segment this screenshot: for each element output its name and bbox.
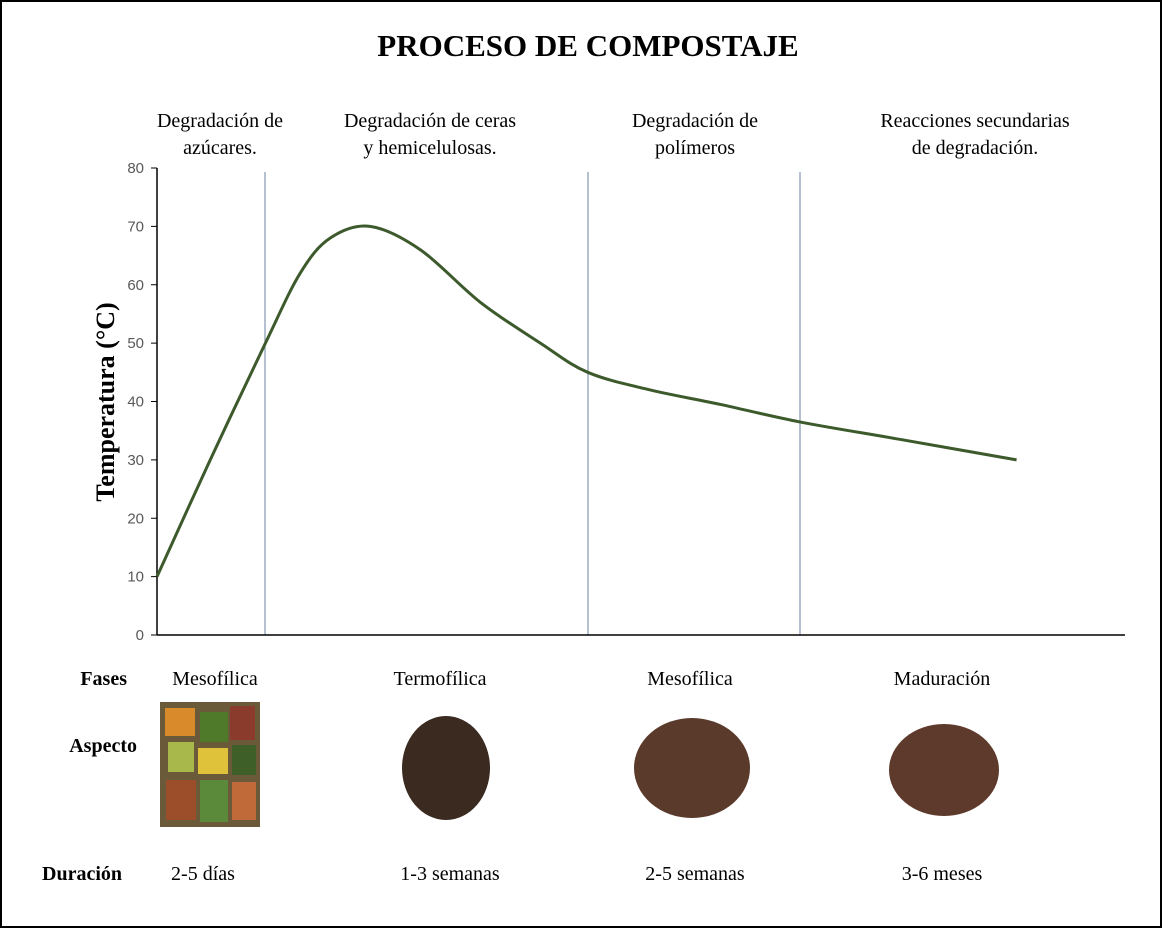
y-tick-label: 10 xyxy=(127,569,144,586)
y-tick-label: 80 xyxy=(127,160,144,177)
stage-description: Degradación de xyxy=(632,110,758,132)
image-mesophilic xyxy=(634,718,750,818)
y-tick-label: 50 xyxy=(127,335,144,352)
stage-description: Reacciones secundarias xyxy=(880,110,1070,132)
y-tick-label: 70 xyxy=(127,218,144,235)
row-label: Fases xyxy=(80,668,127,690)
image-thermophilic xyxy=(402,716,490,820)
stage-description: de degradación. xyxy=(912,137,1039,159)
y-tick-label: 40 xyxy=(127,394,144,411)
row-label: Duración xyxy=(42,863,122,885)
y-axis-title: Temperatura (°C) xyxy=(91,302,120,501)
phase-name: Mesofílica xyxy=(647,668,733,690)
stage-description: Degradación de xyxy=(157,110,283,132)
stage-description: azúcares. xyxy=(183,137,257,159)
stage-description: y hemicelulosas. xyxy=(363,137,496,159)
duration: 2-5 semanas xyxy=(645,863,745,885)
duration: 1-3 semanas xyxy=(400,863,500,885)
stage-description: polímeros xyxy=(655,137,735,159)
duration: 2-5 días xyxy=(171,863,235,885)
duration: 3-6 meses xyxy=(902,863,983,885)
infographic: PROCESO DE COMPOSTAJE Temperatura (°C) F… xyxy=(0,0,1162,928)
phase-name: Maduración xyxy=(894,668,991,690)
phase-name: Termofílica xyxy=(394,668,487,690)
chart-title: PROCESO DE COMPOSTAJE xyxy=(377,28,798,63)
stage-description: Degradación de ceras xyxy=(344,110,516,132)
y-tick-label: 0 xyxy=(136,627,144,644)
y-tick-label: 60 xyxy=(127,277,144,294)
phase-name: Mesofílica xyxy=(172,668,258,690)
y-tick-label: 20 xyxy=(127,510,144,527)
image-mature xyxy=(889,724,999,816)
y-tick-label: 30 xyxy=(127,452,144,469)
image-fresh xyxy=(160,702,260,827)
row-label: Aspecto xyxy=(69,735,137,757)
